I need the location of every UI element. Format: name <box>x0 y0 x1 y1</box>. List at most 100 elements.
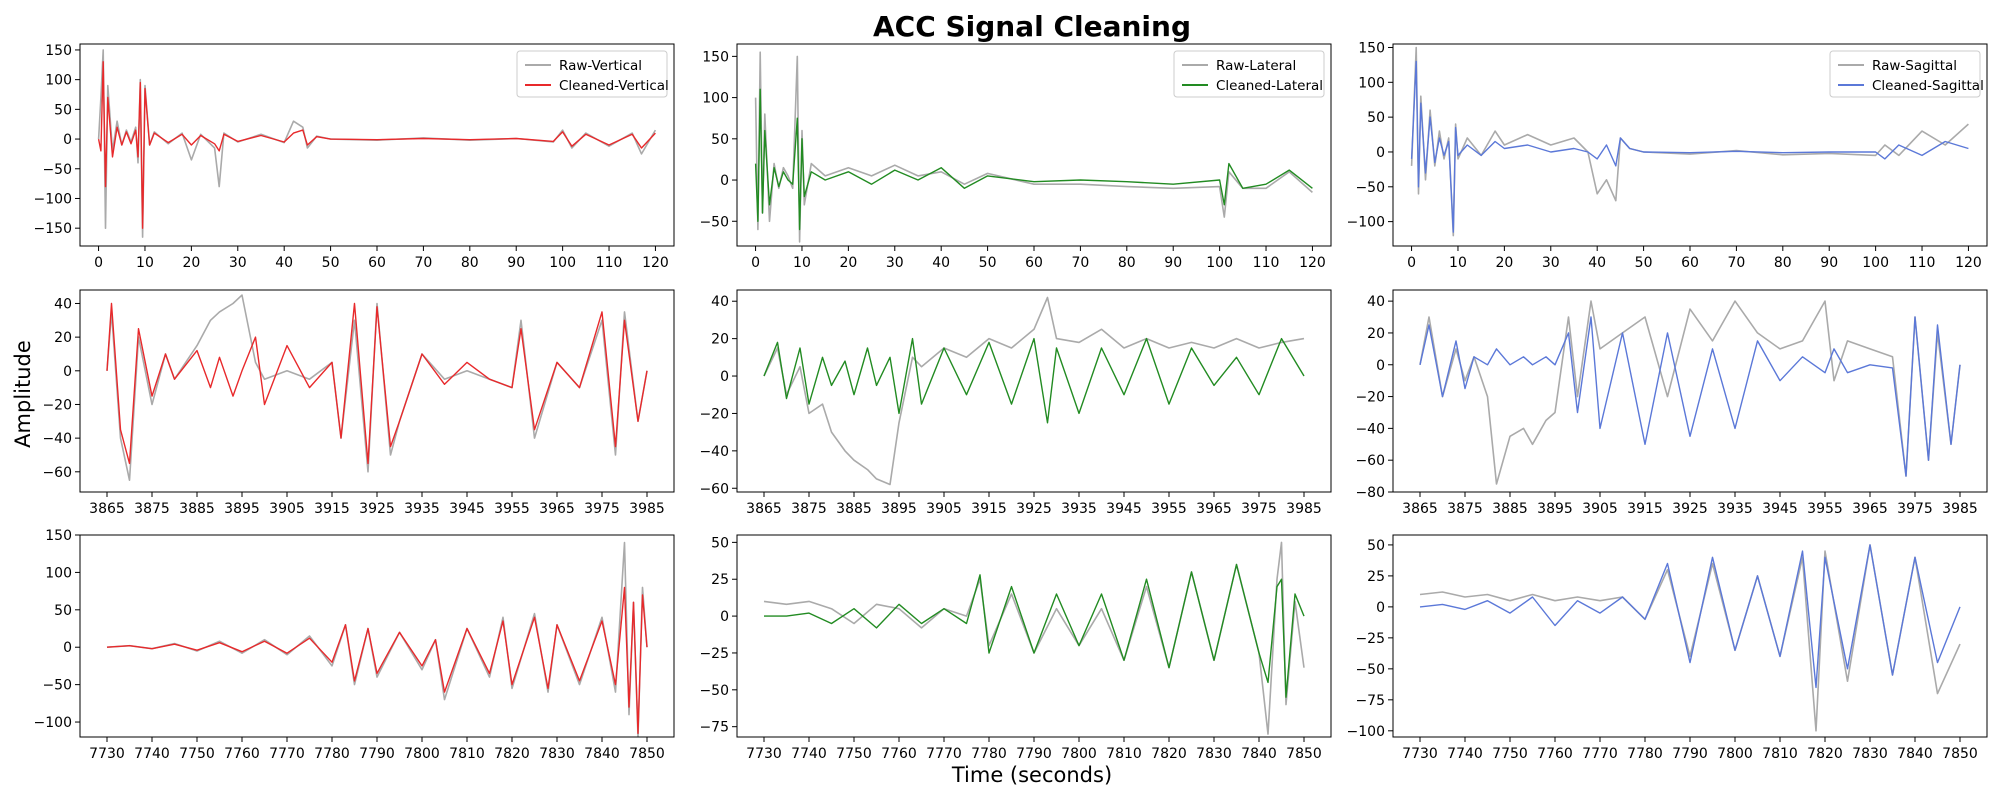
x-tick-label: 3915 <box>971 501 1007 517</box>
series-line-cleaned <box>1410 60 1969 233</box>
subplot-7: 7730 7740 7750 7760 7770 7780 7790 7800 7810 7820… <box>34 528 675 762</box>
x-tick-label: 7740 <box>791 746 827 762</box>
y-tick-label: −20 <box>699 406 729 422</box>
y-tick-label: 20 <box>711 332 729 348</box>
x-tick-label: 7770 <box>269 746 305 762</box>
axes-frame <box>736 289 1332 493</box>
x-tick-label: 60 <box>368 255 386 271</box>
x-tick-label: 7790 <box>1016 746 1052 762</box>
x-tick-label: 70 <box>414 255 432 271</box>
x-tick-label: 7750 <box>1492 746 1528 762</box>
y-tick-label: −75 <box>1355 693 1385 709</box>
series-line-raw <box>1410 46 1969 237</box>
x-tick-label: 90 <box>507 255 525 271</box>
x-tick-label: 7760 <box>1537 746 1573 762</box>
series-line-raw <box>1419 544 1961 732</box>
x-tick-label: 3875 <box>134 501 170 517</box>
series-line-cleaned <box>106 586 648 734</box>
x-tick-label: 3895 <box>224 501 260 517</box>
subplot-3: 0 10 20 30 40 50 60 70 80 90 100 110 120 −100 −50 0 50 10… <box>1347 40 1988 271</box>
x-tick-label: 110 <box>596 255 623 271</box>
x-tick-label: 50 <box>1635 255 1653 271</box>
x-tick-label: 20 <box>1495 255 1513 271</box>
axes-frame <box>79 289 675 493</box>
x-tick-label: 7800 <box>404 746 440 762</box>
x-tick-label: 7740 <box>134 746 170 762</box>
x-tick-label: 7820 <box>494 746 530 762</box>
y-tick-label: −25 <box>699 646 729 662</box>
x-tick-label: 70 <box>1727 255 1745 271</box>
y-tick-label: −60 <box>42 465 72 481</box>
x-tick-label: 7790 <box>1672 746 1708 762</box>
y-tick-label: 0 <box>1376 145 1385 161</box>
x-tick-label: 40 <box>932 255 950 271</box>
x-tick-label: 3965 <box>539 501 575 517</box>
x-tick-label: 3865 <box>746 501 782 517</box>
series-line-cleaned <box>1419 544 1961 689</box>
y-tick-label: −50 <box>42 678 72 694</box>
x-tick-label: 3935 <box>1061 501 1097 517</box>
x-tick-label: 7750 <box>179 746 215 762</box>
y-tick-label: 50 <box>711 132 729 148</box>
y-tick-label: 0 <box>1376 358 1385 374</box>
x-tick-label: 0 <box>751 255 760 271</box>
x-tick-label: 7840 <box>1241 746 1277 762</box>
x-tick-label: 7800 <box>1061 746 1097 762</box>
figure-title: ACC Signal Cleaning <box>873 10 1191 43</box>
y-tick-label: 50 <box>54 102 72 118</box>
axes-frame <box>1392 289 1988 493</box>
subplot-6: 3865 3875 3885 3895 3905 3915 3925 3935 3945 3955… <box>1355 289 1988 517</box>
x-tick-label: 3895 <box>1537 501 1573 517</box>
x-axis-label: Time (seconds) <box>951 763 1112 787</box>
x-tick-label: 3985 <box>1942 501 1978 517</box>
x-tick-label: 7840 <box>584 746 620 762</box>
x-tick-label: 3895 <box>881 501 917 517</box>
y-tick-label: 150 <box>1358 40 1385 56</box>
y-tick-label: −100 <box>1347 215 1385 231</box>
y-tick-label: −150 <box>34 221 72 237</box>
subplot-8: 7730 7740 7750 7760 7770 7780 7790 7800 7810 7820… <box>699 534 1332 762</box>
y-tick-label: −75 <box>699 720 729 736</box>
x-tick-label: 3955 <box>494 501 530 517</box>
x-tick-label: 7730 <box>746 746 782 762</box>
x-tick-label: 7810 <box>1762 746 1798 762</box>
x-tick-label: 7830 <box>1196 746 1232 762</box>
subplot-2: 0 10 20 30 40 50 60 70 80 90 100 110 120 −50 0 50 100 150… <box>699 43 1332 271</box>
x-tick-label: 7820 <box>1151 746 1187 762</box>
series-line-cleaned <box>1419 316 1961 477</box>
y-tick-label: 0 <box>1376 600 1385 616</box>
x-tick-label: 3945 <box>1106 501 1142 517</box>
x-tick-label: 120 <box>1955 255 1982 271</box>
y-tick-label: −60 <box>699 481 729 497</box>
x-tick-label: 7770 <box>1582 746 1618 762</box>
x-tick-label: 3915 <box>314 501 350 517</box>
x-tick-label: 7850 <box>1286 746 1322 762</box>
x-tick-label: 7730 <box>1402 746 1438 762</box>
x-tick-label: 3865 <box>89 501 125 517</box>
y-tick-label: −20 <box>1355 390 1385 406</box>
x-tick-label: 3885 <box>1492 501 1528 517</box>
legend-entry: Cleaned-Vertical <box>559 78 669 94</box>
y-tick-label: 40 <box>711 294 729 310</box>
x-tick-label: 3985 <box>629 501 665 517</box>
y-tick-label: 25 <box>711 572 729 588</box>
y-tick-label: −60 <box>1355 453 1385 469</box>
series-line-cleaned <box>763 337 1305 424</box>
y-tick-label: 50 <box>711 535 729 551</box>
axes-frame <box>79 534 675 738</box>
x-tick-label: 7850 <box>629 746 665 762</box>
y-tick-label: 25 <box>1367 569 1385 585</box>
axes-frame <box>1392 534 1988 738</box>
x-tick-label: 3975 <box>1897 501 1933 517</box>
x-tick-label: 20 <box>839 255 857 271</box>
x-tick-label: 3935 <box>1717 501 1753 517</box>
x-tick-label: 100 <box>1862 255 1889 271</box>
x-tick-label: 3925 <box>359 501 395 517</box>
x-tick-label: 7850 <box>1942 746 1978 762</box>
y-tick-label: 0 <box>720 609 729 625</box>
y-tick-label: 0 <box>63 132 72 148</box>
legend: Raw-Sagittal Cleaned-Sagittal <box>1829 50 1984 98</box>
x-tick-label: 3875 <box>791 501 827 517</box>
x-tick-label: 7800 <box>1717 746 1753 762</box>
x-tick-label: 3945 <box>449 501 485 517</box>
